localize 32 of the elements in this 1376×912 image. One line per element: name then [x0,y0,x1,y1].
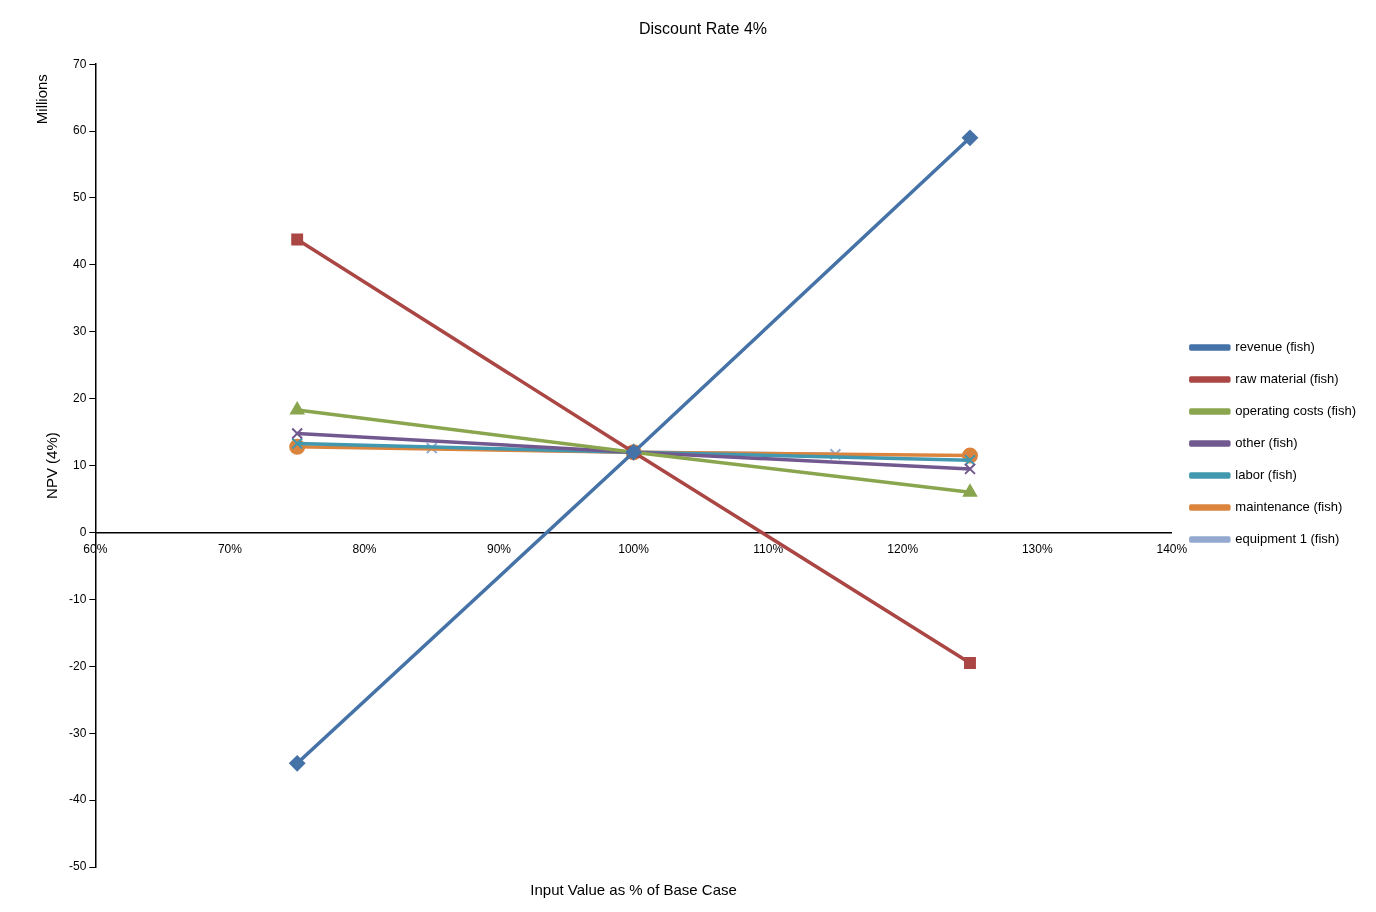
y-tick-label: 20 [72,391,87,406]
y-tick-label: 50 [72,190,87,205]
y-tick-label: -30 [69,725,87,740]
y-tick-label: -40 [69,792,87,807]
legend-label: other (fish) [1235,435,1298,451]
y-tick-label: 70 [72,56,87,71]
legend-label: raw material (fish) [1235,371,1339,387]
x-tick-label: 140% [1156,542,1188,557]
y-tick-label: -20 [69,658,87,673]
legend-label: equipment 1 (fish) [1235,531,1340,547]
y-tick-label: 60 [72,123,87,138]
text: Millions [33,74,51,125]
x-tick-label: 100% [618,542,650,557]
x-tick-label: 90% [487,542,512,557]
legend-label: labor (fish) [1235,467,1297,483]
legend-label: operating costs (fish) [1235,403,1357,419]
x-tick-label: 110% [753,542,784,557]
legend-label: revenue (fish) [1235,339,1315,355]
y-tick-label: -50 [69,859,87,874]
x-tick-label: 120% [887,542,919,557]
x-axis-title: Input Value as % of Base Case [530,881,737,898]
y-tick-label: 40 [72,257,87,272]
y-tick-label: 10 [72,457,87,472]
x-tick-label: 70% [217,542,243,557]
y-tick-label: 30 [72,324,87,339]
y-tick-label: -10 [69,591,87,606]
legend-label: maintenance (fish) [1235,499,1343,515]
x-tick-label: 80% [352,542,377,557]
y-axis-title: NPV (4%) [43,432,61,499]
x-tick-label: 130% [1021,542,1053,557]
y-tick-label: 0 [79,524,87,539]
chart-title: Discount Rate 4% [638,20,768,38]
